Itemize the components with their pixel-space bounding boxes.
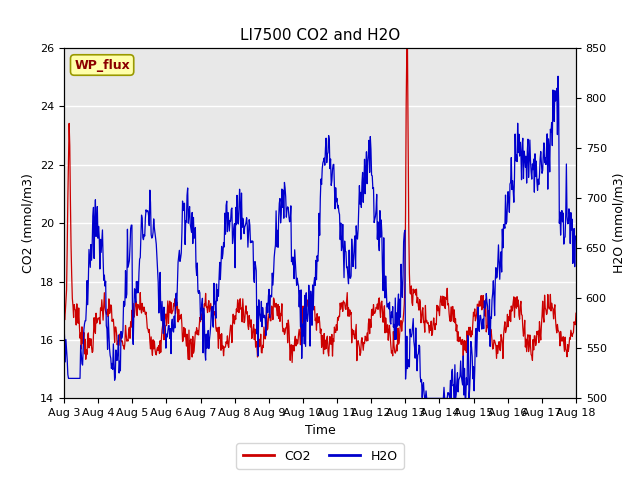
Title: LI7500 CO2 and H2O: LI7500 CO2 and H2O [240, 28, 400, 43]
X-axis label: Time: Time [305, 424, 335, 437]
Legend: CO2, H2O: CO2, H2O [236, 444, 404, 469]
Text: WP_flux: WP_flux [74, 59, 130, 72]
Y-axis label: CO2 (mmol/m3): CO2 (mmol/m3) [22, 173, 35, 273]
Y-axis label: H2O (mmol/m3): H2O (mmol/m3) [612, 173, 625, 274]
